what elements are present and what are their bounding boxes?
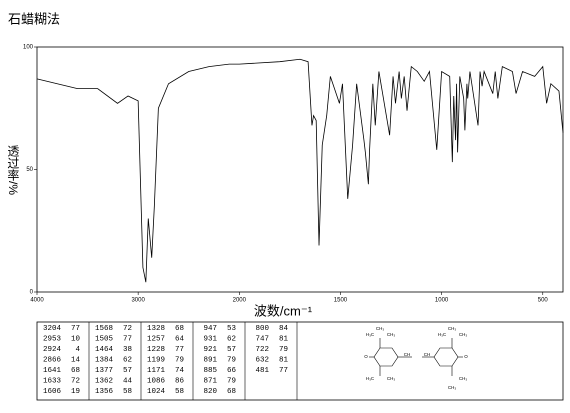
peak-wavenumber: 871 (203, 377, 217, 385)
peak-wavenumber: 921 (203, 346, 217, 354)
structure-label: CH₃ (387, 376, 395, 381)
peak-wavenumber: 1464 (95, 346, 114, 354)
peak-transmittance: 77 (175, 346, 184, 354)
structure-label: CH (404, 352, 411, 357)
structure-label: H₃C (366, 376, 375, 381)
structure-labels: CH₃ H₃C CH₃ CH₃ H₃C CH₃ O CH CH O H₃C CH… (364, 326, 468, 390)
peak-transmittance: 77 (123, 335, 132, 343)
structure-label: O (464, 354, 468, 359)
peak-wavenumber: 1171 (147, 367, 166, 375)
structure-label: CH (424, 352, 431, 357)
peak-wavenumber: 1377 (95, 367, 113, 375)
peak-wavenumber: 1199 (147, 356, 165, 364)
peak-wavenumber: 947 (203, 325, 217, 333)
peak-wavenumber: 1362 (95, 377, 113, 385)
peak-transmittance: 84 (279, 325, 289, 333)
chart-title: 石蜡糊法 (8, 11, 60, 26)
table-frame (36, 321, 564, 401)
peak-wavenumber: 3204 (43, 325, 62, 333)
x-tick-label: 1000 (435, 298, 449, 304)
peak-wavenumber: 1356 (95, 388, 114, 396)
spectrum-line (36, 58, 564, 283)
peak-transmittance: 81 (279, 356, 289, 364)
peak-transmittance: 74 (175, 367, 185, 375)
y-tick-label: 0 (30, 290, 34, 296)
peak-transmittance: 62 (227, 335, 236, 343)
peak-transmittance: 19 (71, 388, 80, 396)
structure-label: O (364, 354, 368, 359)
peak-wavenumber: 2924 (43, 346, 62, 354)
peak-wavenumber: 1328 (147, 325, 165, 333)
peak-transmittance: 77 (279, 367, 288, 375)
peak-transmittance: 4 (75, 346, 80, 354)
peak-wavenumber: 722 (255, 346, 269, 354)
peak-transmittance: 79 (175, 356, 184, 364)
structure-label: CH₃ (448, 326, 456, 331)
peak-transmittance: 68 (71, 367, 80, 375)
peak-wavenumber: 820 (203, 388, 217, 396)
peak-wavenumber: 1568 (95, 325, 113, 333)
peak-wavenumber: 800 (255, 325, 269, 333)
peak-transmittance: 68 (227, 388, 236, 396)
peak-transmittance: 10 (71, 335, 81, 343)
peak-wavenumber: 2866 (43, 356, 62, 364)
y-tick-label: 50 (26, 167, 33, 173)
peak-transmittance: 57 (227, 346, 236, 354)
peak-transmittance: 72 (71, 377, 80, 385)
peak-transmittance: 38 (123, 346, 132, 354)
peak-transmittance: 53 (227, 325, 237, 333)
peak-transmittance: 62 (123, 356, 132, 364)
structure-diagram (369, 338, 463, 376)
table-dividers (88, 322, 298, 400)
peak-wavenumber: 931 (203, 335, 217, 343)
peak-wavenumber: 1505 (95, 335, 114, 343)
structure-label: CH₃ (448, 385, 456, 390)
peak-wavenumber: 1633 (43, 377, 62, 385)
peak-transmittance: 79 (227, 377, 236, 385)
plot-frame (36, 46, 564, 293)
y-tick-label: 100 (23, 45, 34, 51)
peak-transmittance: 66 (227, 367, 237, 375)
peak-wavenumber: 1228 (147, 346, 165, 354)
peak-transmittance: 86 (175, 377, 185, 385)
structure-label: H₃C (366, 332, 375, 337)
peak-transmittance: 57 (123, 367, 132, 375)
x-tick-label: 2000 (233, 298, 247, 304)
structure-label: CH₃ (459, 332, 467, 337)
peak-transmittance: 58 (123, 388, 132, 396)
x-tick-label: 3000 (131, 298, 145, 304)
x-tick-label: 1500 (334, 298, 348, 304)
peak-wavenumber: 481 (255, 367, 269, 375)
peak-transmittance: 72 (123, 325, 132, 333)
peak-transmittance: 79 (227, 356, 236, 364)
peak-wavenumber: 747 (255, 335, 269, 343)
x-axis-label: 波数/cm⁻¹ (254, 303, 313, 318)
structure-label: CH₃ (459, 376, 467, 381)
peak-transmittance: 58 (175, 388, 184, 396)
structure-label: CH₃ (387, 332, 395, 337)
peak-wavenumber: 1086 (147, 377, 166, 385)
structure-label: CH₃ (376, 326, 384, 331)
structure-label: H₃C (438, 332, 447, 337)
peak-transmittance: 64 (175, 335, 185, 343)
peak-wavenumber: 891 (203, 356, 217, 364)
peak-wavenumber: 1606 (43, 388, 62, 396)
peak-transmittance: 79 (279, 346, 288, 354)
peak-wavenumber: 1384 (95, 356, 114, 364)
x-tick-label: 4000 (30, 298, 44, 304)
peak-transmittance: 77 (71, 325, 80, 333)
y-axis-label: 透过率/% (6, 145, 20, 196)
peak-wavenumber: 885 (203, 367, 217, 375)
x-tick-label: 500 (538, 298, 549, 304)
peak-wavenumber: 2953 (43, 335, 62, 343)
peak-transmittance: 14 (71, 356, 81, 364)
peak-transmittance: 68 (175, 325, 184, 333)
peak-wavenumber: 632 (255, 356, 269, 364)
peak-wavenumber: 1257 (147, 335, 165, 343)
peak-wavenumber: 1024 (147, 388, 166, 396)
peak-transmittance: 81 (279, 335, 289, 343)
peak-transmittance: 44 (123, 377, 133, 385)
peak-wavenumber: 1641 (43, 367, 62, 375)
